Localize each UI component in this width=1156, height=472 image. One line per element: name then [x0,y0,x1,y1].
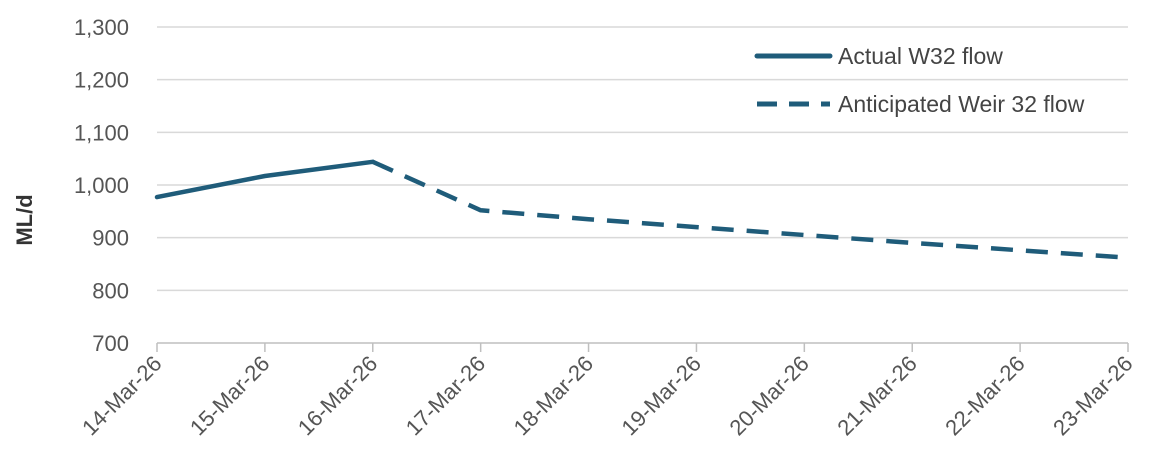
x-tick-label: 21-Mar-26 [832,351,921,440]
y-axis-title: ML/d [12,194,37,245]
x-tick-label: 22-Mar-26 [940,351,1029,440]
y-axis-tick-labels: 700 800 900 1,000 1,100 1,200 1,300 [74,15,129,356]
x-tick-label: 17-Mar-26 [401,351,490,440]
y-tick-label: 1,200 [74,68,129,93]
x-tick-label: 15-Mar-26 [185,351,274,440]
y-tick-label: 1,100 [74,120,129,145]
x-tick-label: 14-Mar-26 [77,351,166,440]
y-tick-label: 1,300 [74,15,129,40]
x-tick-label: 16-Mar-26 [293,351,382,440]
series-lines [154,159,1129,260]
gridlines [157,26,1128,292]
x-axis-tick-labels: 14-Mar-26 15-Mar-26 16-Mar-26 17-Mar-26 18-M… [77,351,1137,440]
series-line-1 [371,159,1129,260]
x-axis [156,342,1129,352]
x-tick-label: 20-Mar-26 [724,351,813,440]
y-tick-label: 700 [92,331,129,356]
y-tick-label: 800 [92,278,129,303]
legend: Actual W32 flow Anticipated Weir 32 flow [754,43,1085,117]
y-tick-label: 1,000 [74,173,129,198]
series-line-0 [154,159,376,200]
legend-label-actual: Actual W32 flow [838,43,1003,69]
y-tick-label: 900 [92,226,129,251]
x-tick-label: 19-Mar-26 [617,351,706,440]
x-tick-label: 18-Mar-26 [509,351,598,440]
x-tick-label: 23-Mar-26 [1048,351,1137,440]
legend-label-anticipated: Anticipated Weir 32 flow [838,91,1085,117]
